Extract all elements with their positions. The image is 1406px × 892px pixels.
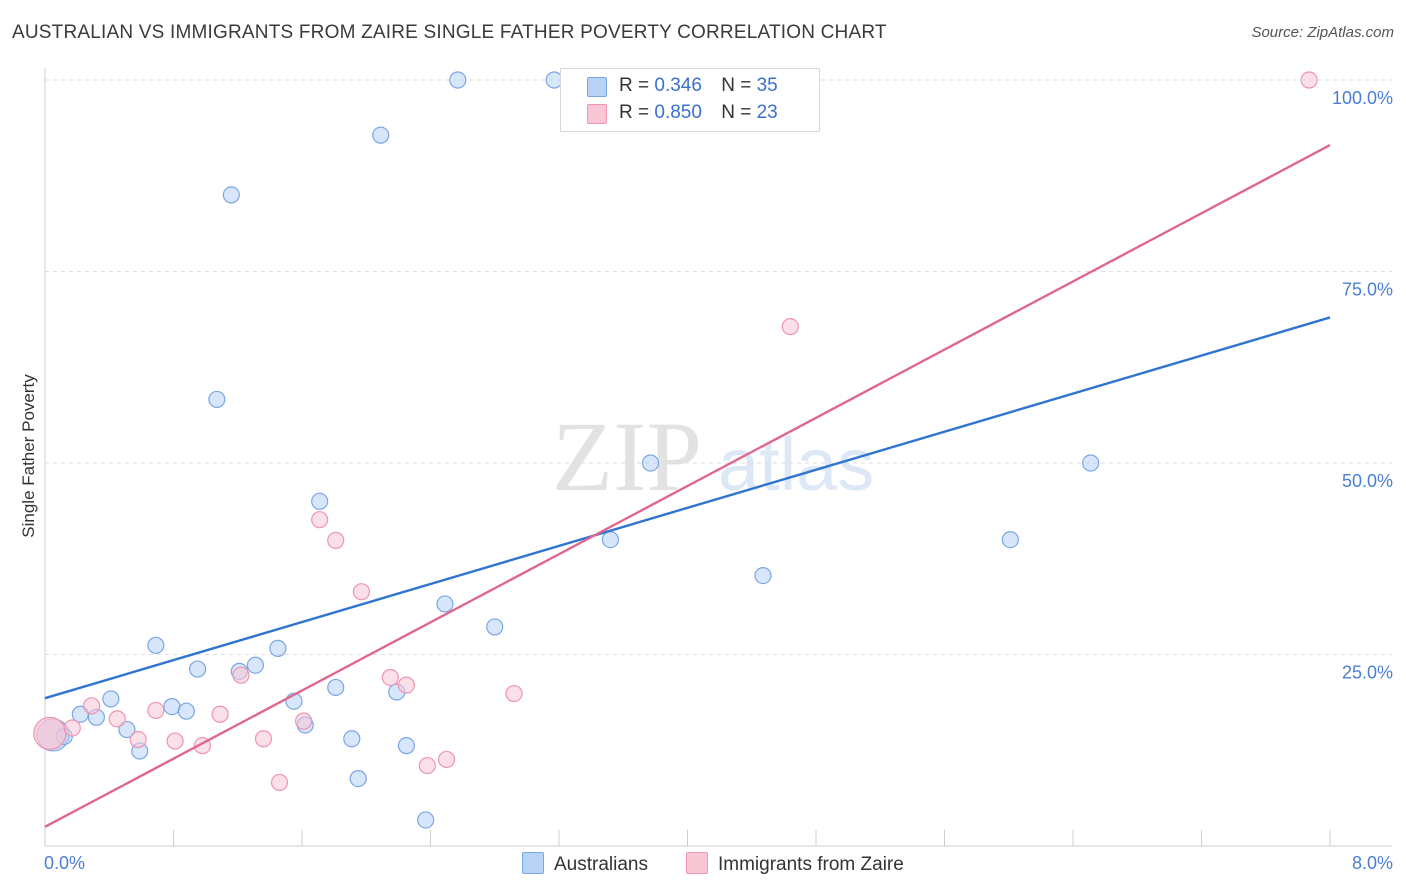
- zaire-point: [505, 684, 523, 703]
- zaire-point: [397, 676, 416, 694]
- australians-point: [343, 730, 361, 748]
- correlation-legend: R = 0.346 N = 35 R = 0.850 N = 23: [560, 68, 820, 132]
- australians-point: [163, 697, 181, 716]
- zaire-point: [147, 701, 165, 720]
- australians-point: [222, 186, 240, 204]
- australians-point: [601, 530, 620, 549]
- zaire-point: [381, 668, 399, 687]
- legend-swatch-australians: [522, 852, 544, 874]
- australians-point: [449, 71, 467, 89]
- zaire-point: [129, 730, 147, 749]
- y-tick-label: 100.0%: [1332, 88, 1393, 108]
- australians-point: [641, 454, 660, 472]
- australians-point: [246, 656, 265, 674]
- legend-swatch-blue: [587, 77, 607, 97]
- australians-point: [436, 595, 454, 613]
- chart-title: AUSTRALIAN VS IMMIGRANTS FROM ZAIRE SING…: [12, 22, 887, 43]
- source-label: Source: ZipAtlas.com: [1251, 24, 1394, 41]
- australians-trend-line: [44, 316, 1331, 700]
- x-ticks: [173, 830, 1331, 846]
- y-tick-label: 50.0%: [1342, 471, 1393, 491]
- australians-point: [486, 618, 504, 636]
- legend-r-label: R =: [619, 102, 650, 123]
- legend-n-label: N =: [721, 102, 752, 123]
- zaire-point: [232, 666, 250, 684]
- zaire-point: [781, 318, 799, 336]
- y-tick-label: 75.0%: [1342, 280, 1393, 300]
- australians-point: [372, 126, 390, 144]
- zaire-point: [254, 730, 273, 748]
- zaire-point: [295, 712, 313, 730]
- legend-swatch-zaire: [686, 852, 708, 874]
- australians-point: [327, 678, 345, 697]
- legend-row-australians: R = 0.346 N = 35: [587, 75, 778, 97]
- y-tick-label: 25.0%: [1342, 663, 1393, 683]
- legend-swatch-pink: [587, 104, 607, 124]
- zaire-point: [352, 583, 371, 601]
- watermark-atlas: atlas: [718, 423, 874, 506]
- axes: [44, 68, 1392, 847]
- zaire-point: [437, 750, 456, 769]
- zaire-point: [33, 716, 67, 750]
- zaire-point: [311, 511, 329, 529]
- trend-lines: [44, 144, 1331, 828]
- legend-r-value: 0.850: [654, 102, 702, 123]
- zaire-points: [33, 71, 1318, 792]
- x-tick-label-min: 0.0%: [44, 853, 85, 873]
- x-tick-label-max: 8.0%: [1352, 853, 1393, 873]
- zaire-point: [63, 719, 81, 737]
- zaire-point: [166, 732, 184, 750]
- australians-point: [754, 567, 772, 585]
- australians-point: [1001, 530, 1019, 549]
- legend-n-label: N =: [721, 75, 752, 96]
- australians-point: [208, 390, 226, 409]
- australians-point: [177, 702, 195, 720]
- legend-n-value: 23: [756, 102, 778, 123]
- zaire-point: [418, 756, 436, 775]
- gridlines: [45, 79, 1392, 655]
- legend-label-zaire: Immigrants from Zaire: [718, 854, 904, 875]
- zaire-point: [270, 773, 289, 792]
- y-tick-labels: 25.0% 50.0% 75.0% 100.0%: [1332, 88, 1393, 683]
- legend-row-zaire: R = 0.850 N = 23: [587, 102, 778, 124]
- australians-point: [269, 639, 287, 657]
- legend-n-value: 35: [756, 75, 778, 96]
- australians-point: [311, 492, 329, 510]
- zaire-point: [211, 705, 229, 723]
- australians-point: [417, 811, 435, 829]
- australians-point: [102, 690, 120, 708]
- y-axis-label: Single Father Poverty: [19, 374, 38, 538]
- australians-point: [397, 737, 416, 755]
- legend-r-value: 0.346: [654, 75, 702, 96]
- zaire-point: [108, 710, 126, 728]
- legend-label-australians: Australians: [554, 854, 648, 875]
- australians-point: [349, 769, 367, 788]
- australians-point: [118, 720, 136, 739]
- zaire-trend-line: [44, 144, 1331, 828]
- legend-item-zaire: Immigrants from Zaire: [686, 852, 904, 876]
- legend-r-label: R =: [619, 75, 650, 96]
- watermark-zip: ZIP: [552, 401, 702, 512]
- zaire-point: [1300, 71, 1318, 89]
- australians-point: [188, 660, 207, 678]
- zaire-point: [82, 697, 101, 715]
- legend-item-australians: Australians: [522, 852, 648, 876]
- zaire-point: [327, 531, 345, 549]
- australians-point: [1082, 454, 1100, 472]
- australians-point: [147, 636, 165, 654]
